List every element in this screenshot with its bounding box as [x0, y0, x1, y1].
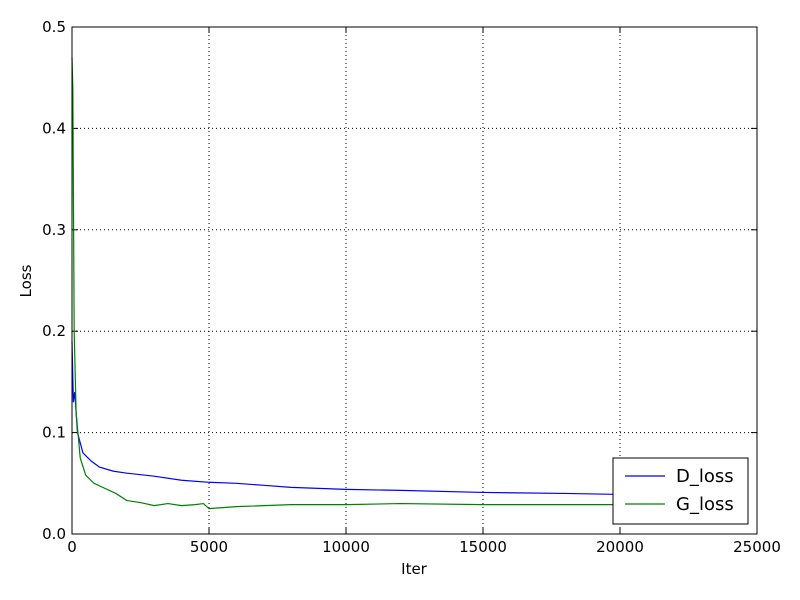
legend-label: G_loss [676, 494, 734, 515]
y-tick-label: 0.4 [42, 119, 66, 137]
legend: D_loss G_loss [612, 457, 749, 525]
legend-label: D_loss [676, 466, 734, 487]
x-tick-label: 0 [67, 538, 77, 556]
y-tick-label: 0.0 [42, 525, 66, 543]
y-tick-label: 0.5 [42, 18, 66, 36]
y-axis-label: Loss [17, 264, 35, 297]
y-tick-label: 0.2 [42, 322, 66, 340]
legend-box [612, 457, 749, 525]
x-tick-label: 25000 [733, 538, 781, 556]
x-tick-label: 5000 [190, 538, 228, 556]
x-tick-label: 10000 [322, 538, 370, 556]
x-tick-label: 15000 [459, 538, 507, 556]
y-tick-label: 0.3 [42, 221, 66, 239]
x-tick-label: 20000 [596, 538, 644, 556]
plot-frame [71, 26, 758, 535]
y-tick-label: 0.1 [42, 424, 66, 442]
x-axis-label: Iter [401, 560, 428, 578]
line-series [71, 57, 620, 510]
